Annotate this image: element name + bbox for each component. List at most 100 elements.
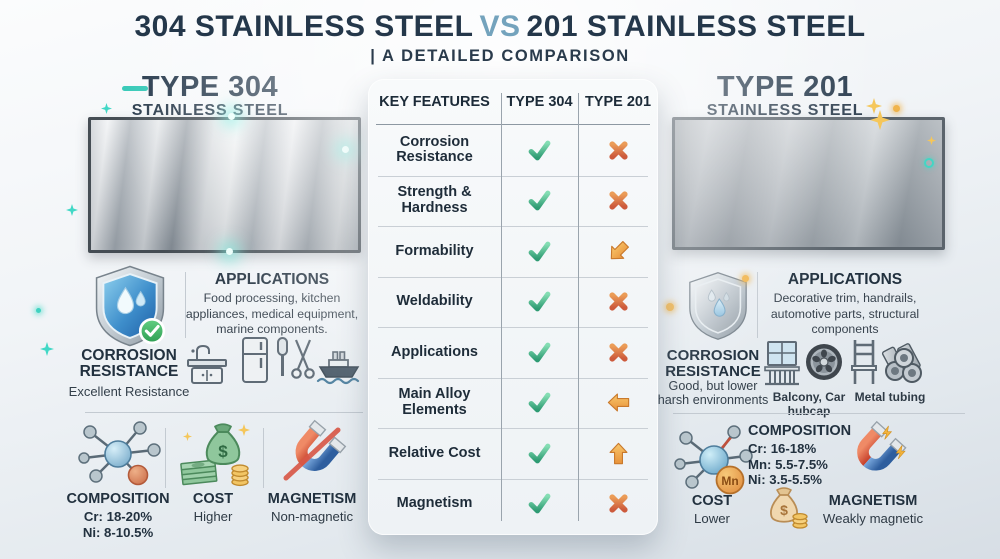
gold-dot <box>742 275 749 282</box>
comparison-table: KEY FEATURES TYPE 304 TYPE 201 Corrosion… <box>368 79 658 535</box>
cell-type201 <box>578 288 658 315</box>
cross-icon <box>608 494 628 513</box>
cross-icon <box>608 292 628 311</box>
ship-icon <box>316 351 360 385</box>
table-row: Weldability <box>368 276 658 328</box>
chair-icon <box>851 340 877 384</box>
feature-label: Magnetism <box>396 495 473 511</box>
corrosion-heading-304: CORROSION RESISTANCE <box>79 347 179 380</box>
kitchen-sink-icon <box>187 344 227 384</box>
corrosion-note-304: Excellent Resistance <box>68 384 190 399</box>
magnetism-heading-304: MAGNETISM <box>267 491 357 507</box>
shield-droplet-icon <box>689 272 747 340</box>
divider <box>501 93 502 521</box>
table-row: Formability <box>368 226 658 277</box>
cross-icon <box>608 191 628 210</box>
column-type-201: TYPE 201 <box>584 94 652 110</box>
page-subtitle: | A DETAILED COMPARISON <box>370 47 630 65</box>
comparison-table-body: Corrosion Resistance Strength & Hardness… <box>368 125 658 529</box>
composition-values-304: Cr: 18-20% Ni: 8-10.5% <box>82 509 154 540</box>
gold-sparkle-icon <box>927 136 936 145</box>
feature-label: Applications <box>390 343 478 360</box>
molecule-icon <box>78 421 161 486</box>
composition-heading-304: COMPOSITION <box>66 491 170 507</box>
feature-label: Main Alloy Elements <box>398 386 471 418</box>
teal-sparkle-icon <box>101 103 112 114</box>
comparison-table-header: KEY FEATURES TYPE 304 TYPE 201 <box>368 79 658 125</box>
arrow-right-icon <box>607 393 629 412</box>
gold-dot <box>666 303 674 311</box>
cell-type201 <box>578 187 658 214</box>
magnet-crossed-icon <box>283 419 347 481</box>
corrosion-note-201: Good, but lower harsh environments <box>657 379 769 407</box>
magnetism-heading-201: MAGNETISM <box>828 493 918 509</box>
feature-label: Formability <box>395 242 474 259</box>
corrosion-heading-201: CORROSION RESISTANCE <box>665 347 761 380</box>
cell-type304 <box>501 137 578 164</box>
car-hubcap-icon <box>806 344 842 380</box>
cell-type304 <box>501 389 578 416</box>
check-icon <box>528 392 551 413</box>
svg-text:$: $ <box>780 502 788 518</box>
type304-title: TYPE 304 <box>141 71 279 103</box>
applications-text-304: Food processing, kitchen appliances, med… <box>185 291 359 336</box>
check-icon <box>528 493 551 514</box>
applications-heading-201: APPLICATIONS <box>787 271 903 288</box>
divider <box>673 413 965 414</box>
shield-droplet-check-icon <box>95 265 166 347</box>
divider <box>85 412 363 413</box>
arrow-up-icon <box>609 442 627 464</box>
molecule-mn-icon: Mn <box>674 425 753 495</box>
medical-tools-icon <box>277 337 315 379</box>
arrow-up-right-icon <box>610 240 629 259</box>
magnet-icon <box>857 420 907 471</box>
type201-subtitle: STAINLESS STEEL <box>706 102 864 119</box>
money-bag-icon: $ <box>770 487 808 529</box>
title-201: 201 STAINLESS STEEL <box>526 10 866 43</box>
teal-sparkle-icon <box>40 342 54 356</box>
cell-type304 <box>501 288 578 315</box>
table-row: Corrosion Resistance <box>368 125 658 176</box>
mn-atom-label: Mn <box>721 474 738 488</box>
feature-label: Weldability <box>396 293 473 309</box>
column-type-304: TYPE 304 <box>506 94 573 110</box>
composition-heading-201: COMPOSITION <box>748 423 852 439</box>
cell-type201 <box>578 238 658 265</box>
magnetism-value-304: Non-magnetic <box>270 509 354 524</box>
check-icon <box>528 190 551 211</box>
check-icon <box>528 342 551 363</box>
cross-icon <box>608 141 628 160</box>
type304-subtitle: STAINLESS STEEL <box>131 102 289 119</box>
type201-title: TYPE 201 <box>716 71 854 103</box>
feature-label: Relative Cost <box>388 444 481 461</box>
icon-label-balcony-hubcap: Balcony, Car hubcap <box>772 390 846 418</box>
cell-type304 <box>501 339 578 366</box>
gold-dot <box>893 105 900 112</box>
table-row: Main Alloy Elements <box>368 377 658 429</box>
cost-heading-304: COST <box>192 491 234 507</box>
divider <box>757 272 758 338</box>
cell-type201 <box>578 490 658 517</box>
cell-type304 <box>501 440 578 467</box>
applications-text-201: Decorative trim, handrails, automotive p… <box>770 291 920 336</box>
divider <box>263 428 264 488</box>
table-row: Applications <box>368 327 658 378</box>
divider <box>165 428 166 488</box>
money-bag-cash-icon: $ <box>180 423 249 487</box>
lightning-bolt-icon <box>882 425 893 440</box>
divider <box>578 93 579 521</box>
cell-type201 <box>578 137 658 164</box>
cross-icon <box>608 343 628 362</box>
cell-type304 <box>501 187 578 214</box>
cost-heading-201: COST <box>691 493 733 509</box>
applications-heading-304: APPLICATIONS <box>214 271 330 288</box>
metal-tubing-icon <box>881 343 922 383</box>
page-title: 304 STAINLESS STEEL VS 201 STAINLESS STEEL <box>0 10 1000 44</box>
lightning-bolt-icon <box>895 445 906 460</box>
svg-text:$: $ <box>218 442 228 461</box>
steel-sheet-304 <box>88 117 361 253</box>
table-row: Magnetism <box>368 478 658 530</box>
teal-dash-decoration <box>122 86 148 91</box>
cell-type304 <box>501 238 578 265</box>
